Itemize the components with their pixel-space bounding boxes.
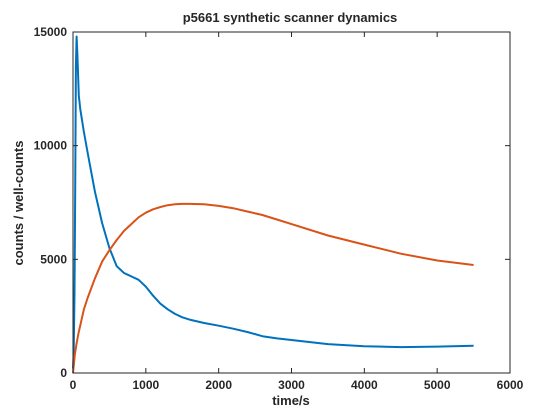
x-tick-label: 5000 — [424, 378, 451, 392]
y-tick-label: 15000 — [34, 25, 68, 39]
x-tick-label: 3000 — [278, 378, 305, 392]
y-axis-label: counts / well-counts — [11, 141, 26, 266]
series-line-2 — [72, 202, 474, 374]
series-line-1 — [72, 35, 474, 369]
x-tick-label: 0 — [70, 378, 77, 392]
tick-layer: 0 1000 2000 3000 4000 5000 6000 0 5000 10000 15000 — [34, 25, 524, 392]
x-tick-label: 1000 — [132, 378, 159, 392]
x-tick-label: 6000 — [497, 378, 524, 392]
plot-area — [73, 32, 510, 373]
series-layer — [72, 35, 474, 374]
y-tick-label: 0 — [60, 366, 67, 380]
x-tick-label: 4000 — [351, 378, 378, 392]
y-tick-label: 10000 — [34, 139, 68, 153]
y-tick-label: 5000 — [40, 252, 67, 266]
x-tick-label: 2000 — [205, 378, 232, 392]
chart-title: p5661 synthetic scanner dynamics — [183, 10, 398, 25]
x-axis-label: time/s — [272, 393, 310, 408]
